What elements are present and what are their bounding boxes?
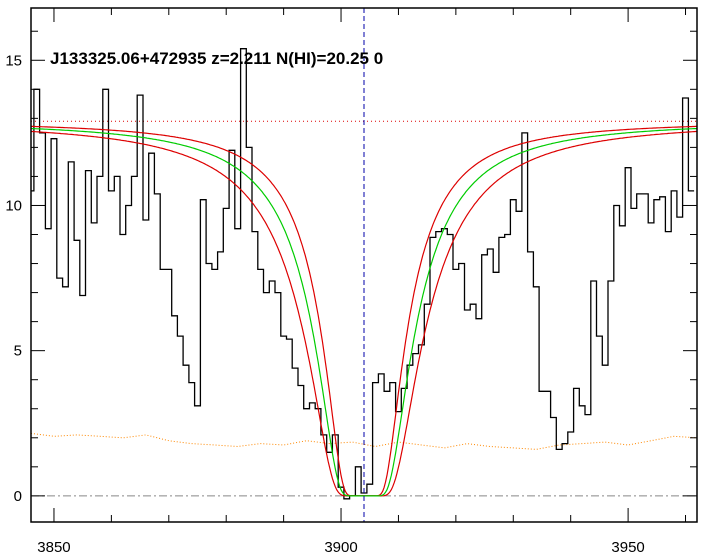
flux-spectrum xyxy=(31,48,695,500)
flux-series-line xyxy=(31,48,695,500)
error-spectrum xyxy=(31,432,697,450)
x-tick-label: 3900 xyxy=(324,539,357,556)
model-best-fit-line xyxy=(31,127,697,497)
axis-ticks xyxy=(31,8,697,522)
y-tick-label: 5 xyxy=(14,343,22,360)
y-tick-label: 15 xyxy=(5,52,22,69)
plot-frame xyxy=(30,7,698,523)
voigt-profile-model xyxy=(31,125,697,497)
x-tick-label: 3850 xyxy=(37,539,70,556)
chart-title: J133325.06+472935 z=2.211 N(HI)=20.25 0 xyxy=(50,49,383,68)
y-tick-label: 10 xyxy=(5,197,22,214)
error-series-line xyxy=(31,432,697,450)
tick-labels: 3850 3900 3950 0 5 10 15 xyxy=(5,52,644,556)
y-tick-label: 0 xyxy=(14,488,22,505)
x-tick-label: 3950 xyxy=(611,539,644,556)
